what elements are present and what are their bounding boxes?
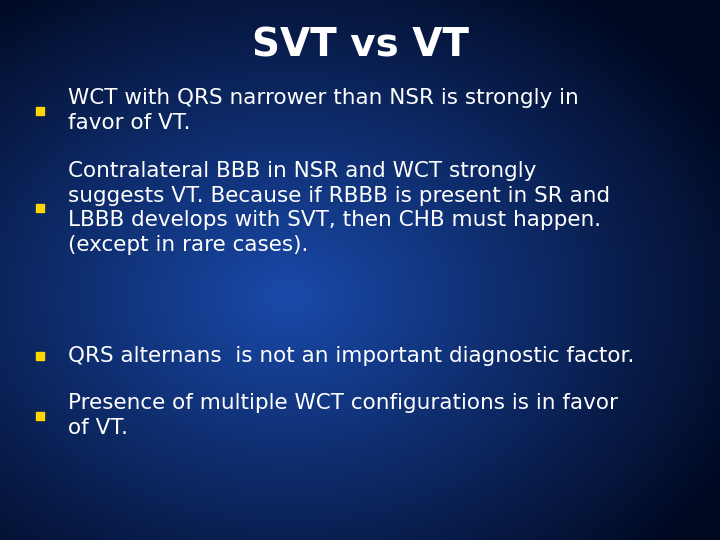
Text: WCT with QRS narrower than NSR is strongly in
favor of VT.: WCT with QRS narrower than NSR is strong… [68,89,579,133]
Text: QRS alternans  is not an important diagnostic factor.: QRS alternans is not an important diagno… [68,346,635,367]
Text: Contralateral BBB in NSR and WCT strongly
suggests VT. Because if RBBB is presen: Contralateral BBB in NSR and WCT strongl… [68,161,611,255]
Text: Presence of multiple WCT configurations is in favor
of VT.: Presence of multiple WCT configurations … [68,394,618,438]
Text: SVT vs VT: SVT vs VT [251,27,469,65]
